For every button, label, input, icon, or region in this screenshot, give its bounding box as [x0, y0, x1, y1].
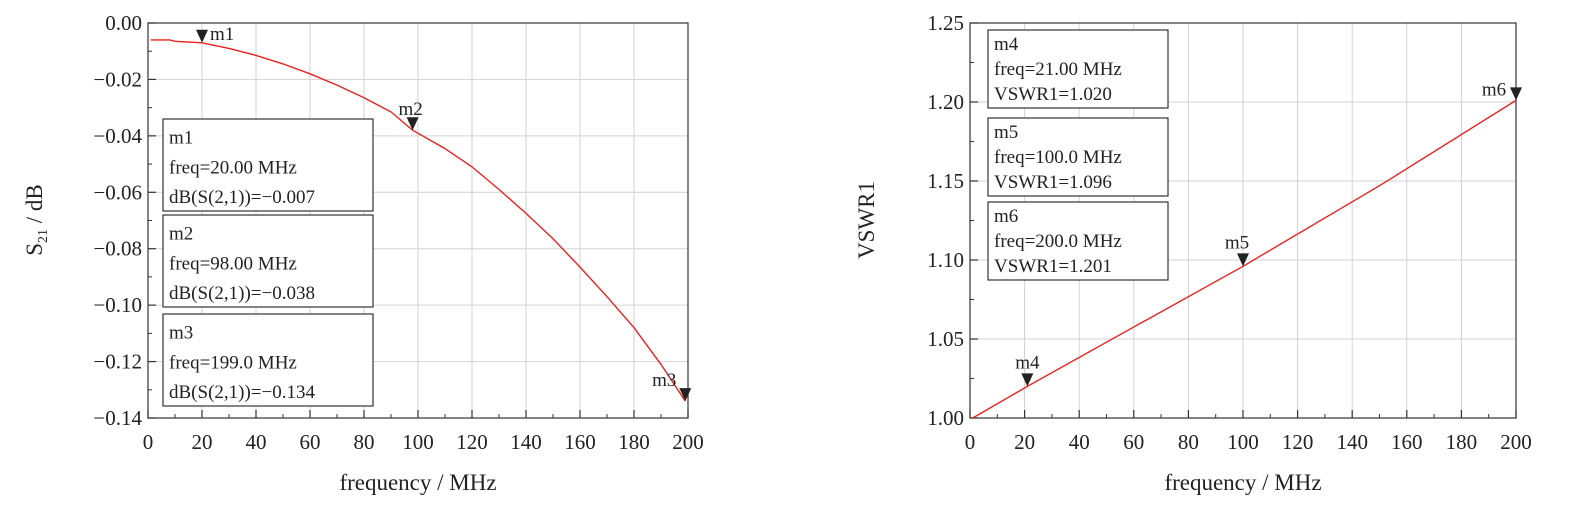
- marker-readout-box: [987, 29, 1169, 109]
- marker-label: m2: [398, 99, 422, 120]
- y-tick-label: 1.25: [927, 11, 964, 35]
- x-tick-label: 120: [456, 430, 488, 454]
- x-tick-label: 20: [1014, 430, 1035, 454]
- x-tick-label: 160: [1391, 430, 1423, 454]
- marker-readout-name: m2: [169, 224, 193, 245]
- x-tick-label: 20: [192, 430, 213, 454]
- marker-readout-value: dB(S(2,1))=−0.134: [169, 382, 315, 403]
- marker-readout-name: m3: [169, 323, 193, 344]
- y-tick-label: 1.00: [927, 406, 964, 430]
- x-axis-label: frequency / MHz: [1164, 470, 1321, 495]
- marker-readout-freq: freq=21.00 MHz: [994, 59, 1122, 80]
- x-tick-label: 160: [564, 430, 596, 454]
- marker-triangle: [1510, 87, 1522, 101]
- marker-readout-name: m5: [994, 122, 1018, 143]
- x-tick-label: 0: [143, 430, 154, 454]
- marker-triangle: [679, 388, 692, 402]
- marker-readout-freq: freq=98.00 MHz: [169, 253, 297, 274]
- x-tick-label: 200: [672, 430, 704, 454]
- marker-triangle: [1237, 253, 1249, 267]
- x-tick-label: 80: [1178, 430, 1199, 454]
- marker-readout-value: VSWR1=1.020: [994, 84, 1112, 105]
- y-tick-label: −0.12: [93, 350, 142, 374]
- y-axis-label: VSWR1: [854, 181, 879, 259]
- x-tick-label: 120: [1282, 430, 1314, 454]
- y-tick-label: 0.00: [105, 11, 142, 35]
- y-tick-label: 1.15: [927, 169, 964, 193]
- y-tick-label: −0.10: [93, 293, 142, 317]
- marker-readout-freq: freq=200.0 MHz: [994, 231, 1122, 252]
- x-tick-label: 60: [1123, 430, 1144, 454]
- x-tick-label: 60: [300, 430, 321, 454]
- x-tick-label: 100: [1227, 430, 1259, 454]
- x-tick-label: 0: [965, 430, 976, 454]
- marker-label: m1: [210, 24, 234, 45]
- marker-readout-freq: freq=100.0 MHz: [994, 147, 1122, 168]
- x-tick-label: 180: [1446, 430, 1478, 454]
- x-axis-label: frequency / MHz: [339, 470, 496, 495]
- marker-readout-freq: freq=199.0 MHz: [169, 352, 297, 373]
- series-line: [972, 99, 1517, 419]
- y-tick-label: −0.06: [93, 180, 142, 204]
- x-tick-label: 40: [1069, 430, 1090, 454]
- y-tick-label: −0.08: [93, 237, 142, 261]
- marker-readout-name: m1: [169, 128, 193, 149]
- x-tick-label: 40: [246, 430, 267, 454]
- x-tick-label: 140: [510, 430, 542, 454]
- marker-label: m5: [1225, 232, 1249, 253]
- marker-readout-name: m6: [994, 206, 1018, 227]
- x-tick-label: 100: [402, 430, 434, 454]
- marker-readout-box: [162, 214, 374, 308]
- marker-readout-value: VSWR1=1.096: [994, 172, 1112, 193]
- marker-readout-box: [987, 201, 1169, 281]
- marker-readout-freq: freq=20.00 MHz: [169, 157, 297, 178]
- y-tick-label: −0.04: [93, 124, 142, 148]
- x-tick-label: 200: [1500, 430, 1532, 454]
- marker-label: m4: [1015, 352, 1040, 373]
- chart-s21: 0 20 40 60 80 100 120 140 160 180 200 0.00 −0.02 −0.0…: [22, 11, 704, 495]
- marker-label: m3: [652, 370, 676, 391]
- marker-readout-value: dB(S(2,1))=−0.038: [169, 283, 315, 304]
- marker-readout-name: m4: [994, 34, 1019, 55]
- series-line: [150, 39, 686, 402]
- y-tick-label: −0.02: [93, 67, 142, 91]
- marker-readout-box: [987, 117, 1169, 197]
- chart-vswr: 0 20 40 60 80 100 120 140 160 180 200 1.25 1.20 1.15 1…: [854, 11, 1532, 495]
- marker-readout-box: [162, 313, 374, 407]
- y-tick-label: 1.20: [927, 90, 964, 114]
- y-axis-label: S21 / dB: [22, 184, 51, 256]
- x-tick-label: 140: [1336, 430, 1368, 454]
- y-tick-label: −0.14: [93, 406, 142, 430]
- y-tick-label: 1.10: [927, 248, 964, 272]
- marker-label: m6: [1482, 79, 1506, 100]
- marker-readout-value: dB(S(2,1))=−0.007: [169, 187, 315, 208]
- y-tick-label: 1.05: [927, 327, 964, 351]
- marker-readout-value: VSWR1=1.201: [994, 256, 1112, 277]
- x-tick-label: 80: [354, 430, 375, 454]
- marker-triangle: [406, 117, 419, 131]
- marker-readout-box: [162, 118, 374, 212]
- x-tick-label: 180: [618, 430, 650, 454]
- marker-triangle: [1021, 373, 1034, 387]
- marker-triangle: [196, 29, 208, 43]
